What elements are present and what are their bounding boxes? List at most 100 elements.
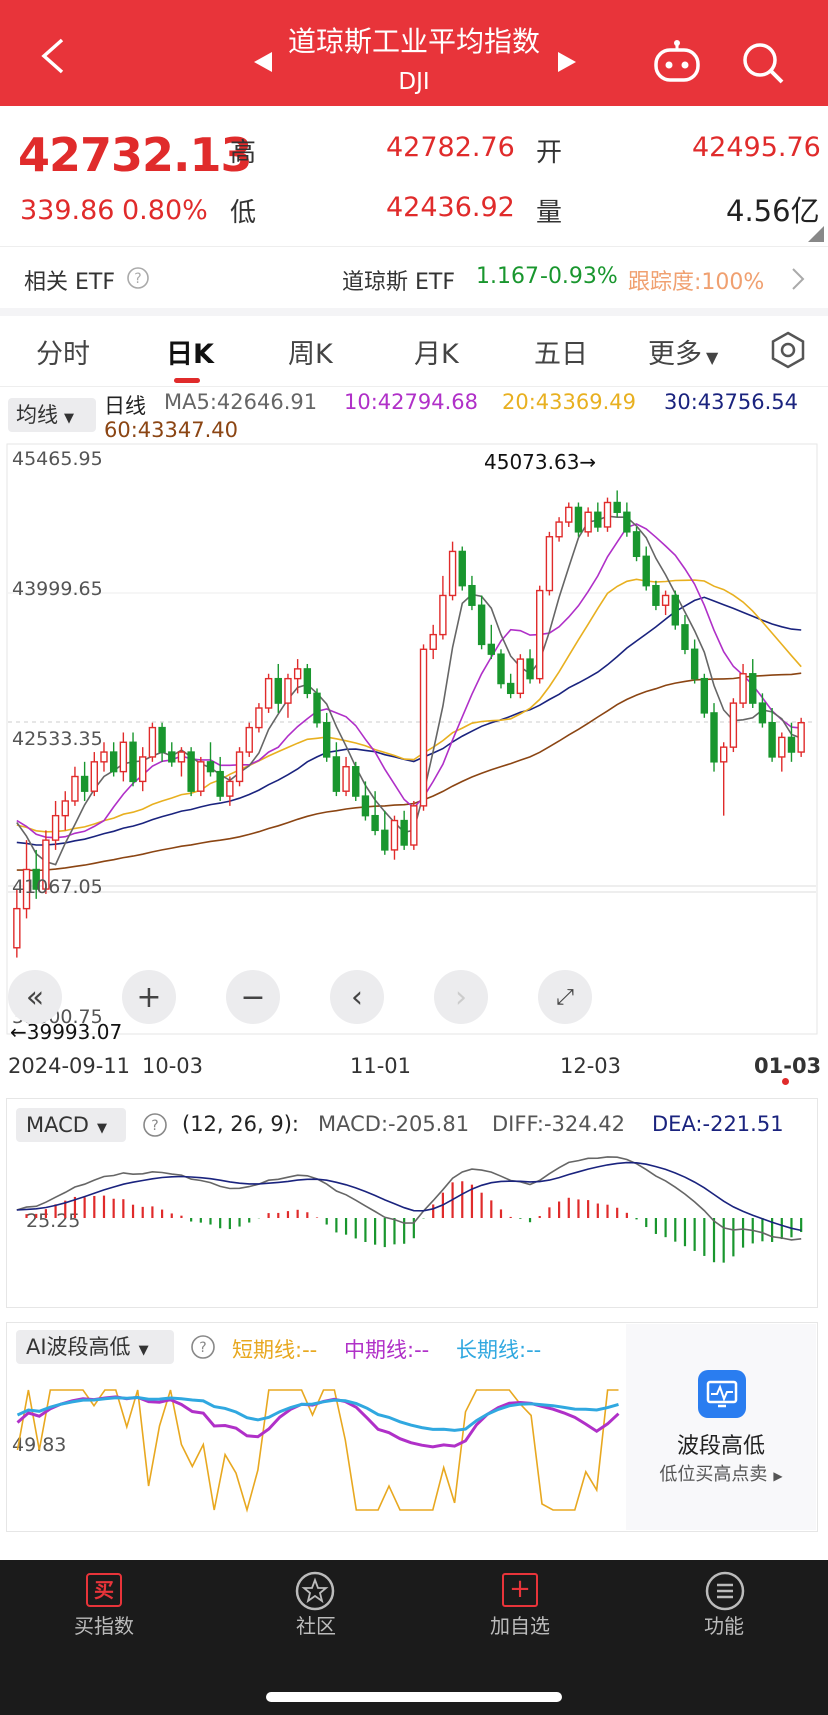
tab-daily-k[interactable]: 日K [166, 339, 214, 370]
x-tick-label: 01-03 [754, 1054, 822, 1078]
page-title: 道琼斯工业平均指数 [287, 25, 540, 58]
candle [545, 536, 554, 592]
related-etf-row[interactable]: 相关 ETF ? 道琼斯 ETF 1.167 -0.93% 跟踪度:100% [0, 248, 828, 308]
pan-left-button[interactable]: ‹ [330, 970, 384, 1024]
ai-card-link[interactable]: 低位买高点卖 ▶ [626, 1460, 816, 1486]
candle [797, 721, 805, 753]
macd-selector-label: MACD [26, 1113, 89, 1137]
nav-buy-index[interactable]: 买指数 [74, 1614, 134, 1638]
candle [32, 868, 40, 890]
nav-functions[interactable]: 功能 [704, 1614, 744, 1638]
tab-more[interactable]: 更多 ▼ [648, 332, 718, 371]
candle [758, 702, 767, 724]
y-tick-label: 42533.35 [12, 728, 103, 750]
svg-text:?: ? [199, 1340, 206, 1356]
nav-add-watchlist[interactable]: 加自选 [490, 1614, 550, 1638]
double-chevron-left-icon: « [25, 979, 45, 1015]
candle [187, 751, 195, 792]
tab-weekly-k[interactable]: 周K [288, 339, 333, 370]
candle [71, 775, 79, 802]
candle [613, 501, 621, 513]
x-tick-label: 12-03 [560, 1054, 622, 1078]
candle [574, 506, 583, 533]
x-tick-label: 11-01 [350, 1054, 412, 1078]
header-bar: 道琼斯工业平均指数 DJI [0, 0, 828, 106]
candle [51, 814, 60, 841]
macd-chart[interactable] [0, 1150, 828, 1306]
candle [690, 648, 699, 680]
etf-name: 道琼斯 ETF [342, 270, 455, 295]
candle [119, 741, 128, 773]
help-icon[interactable]: ? [142, 1112, 168, 1138]
plus-icon: + [136, 979, 162, 1015]
short-term-label: 短期线:-- [232, 1338, 318, 1362]
corner-mark-icon [808, 226, 824, 242]
candles [13, 490, 805, 958]
triangle-right-icon: ▶ [773, 1469, 783, 1483]
ma30-line [16, 596, 802, 846]
ma60-value: 60:43347.40 [104, 418, 238, 442]
ma-selector[interactable]: 均线 ▼ [8, 398, 96, 432]
tab-monthly-k[interactable]: 月K [414, 339, 459, 370]
help-icon[interactable]: ? [190, 1334, 216, 1360]
buy-icon: 买 [86, 1573, 122, 1607]
community-icon [295, 1571, 335, 1611]
chart-settings-icon[interactable] [768, 330, 808, 370]
bottom-nav [0, 1560, 828, 1715]
candle [313, 692, 321, 724]
candle [632, 531, 641, 558]
scroll-to-start-button[interactable]: « [8, 970, 62, 1024]
candle [652, 584, 660, 606]
dea-value: DEA:-221.51 [652, 1112, 784, 1136]
ai-wave-panel [6, 1322, 818, 1532]
candle [681, 624, 689, 650]
ai-wave-selector[interactable]: AI波段高低 ▼ [16, 1330, 174, 1364]
ai-wave-chart[interactable] [0, 1330, 630, 1530]
tab-more-label: 更多 [648, 339, 702, 370]
macd-params: (12, 26, 9): [182, 1112, 299, 1136]
candle [80, 775, 89, 792]
fullscreen-button[interactable]: ⤢ [538, 970, 592, 1024]
chevron-right-icon: › [455, 979, 467, 1015]
mid-term-label: 中期线:-- [344, 1338, 430, 1362]
wave-chart-icon [698, 1370, 746, 1418]
price-change: 339.86 [20, 195, 115, 226]
price-change-pct: 0.80% [122, 195, 208, 226]
pan-right-button[interactable]: › [434, 970, 488, 1024]
ai-card-title: 波段高低 [676, 1434, 765, 1459]
ai-wave-card[interactable]: 波段高低 低位买高点卖 ▶ [626, 1324, 816, 1530]
candle [419, 648, 428, 807]
candlestick-chart[interactable] [0, 440, 828, 1040]
prev-index-icon[interactable] [252, 50, 274, 74]
macd-selector[interactable]: MACD ▼ [16, 1108, 126, 1142]
last-price: 42732.13 [18, 128, 253, 182]
candle [671, 594, 679, 626]
candle [197, 761, 205, 792]
candle [342, 766, 350, 792]
candle [390, 819, 399, 851]
volume-label: 量 [536, 198, 563, 228]
current-date-dot [782, 1078, 789, 1085]
candle [100, 751, 108, 763]
ma5-line [16, 515, 802, 866]
dea-line [16, 1161, 802, 1232]
ma20-value: 20:43369.49 [502, 390, 636, 414]
ai-card-subtitle: 低位买高点卖 [659, 1464, 768, 1485]
search-icon[interactable] [740, 40, 786, 86]
zoom-in-button[interactable]: + [122, 970, 176, 1024]
back-icon[interactable] [38, 36, 68, 76]
next-index-icon[interactable] [556, 50, 578, 74]
candle [729, 702, 738, 748]
robot-assistant-icon[interactable] [652, 40, 702, 84]
candle [284, 677, 292, 704]
candle [303, 668, 312, 695]
nav-community[interactable]: 社区 [296, 1614, 336, 1638]
zoom-out-button[interactable]: − [226, 970, 280, 1024]
candle [429, 633, 437, 650]
menu-icon [705, 1571, 745, 1611]
candle [381, 829, 389, 851]
candle [749, 673, 757, 704]
help-icon[interactable]: ? [126, 266, 150, 290]
tab-five-day[interactable]: 五日 [534, 339, 588, 370]
tab-intraday[interactable]: 分时 [36, 339, 90, 370]
